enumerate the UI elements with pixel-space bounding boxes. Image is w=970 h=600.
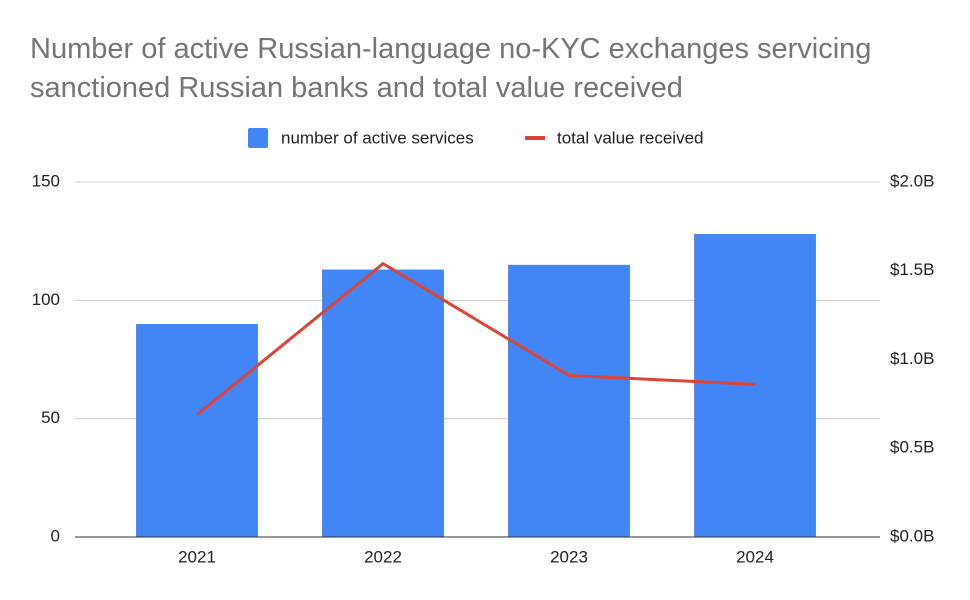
y2-tick-label: $1.5B — [890, 260, 934, 279]
y2-tick-label: $0.5B — [890, 438, 934, 457]
y-tick-label: 50 — [41, 408, 60, 427]
bar — [322, 269, 444, 537]
legend-label: number of active services — [281, 128, 474, 147]
y2-tick-label: $2.0B — [890, 171, 934, 190]
chart-title: Number of active Russian-language no-KYC… — [30, 33, 872, 104]
x-tick-label: 2022 — [364, 547, 402, 566]
y-tick-label: 100 — [32, 290, 60, 309]
bar — [136, 324, 258, 537]
x-tick-label: 2021 — [178, 547, 216, 566]
line — [196, 262, 756, 416]
y2-tick-label: $1.0B — [890, 349, 934, 368]
y2-tick-label: $0.0B — [890, 526, 934, 545]
bar — [508, 264, 630, 537]
y-tick-label: 0 — [51, 526, 60, 545]
legend-label: total value received — [557, 128, 703, 147]
bar — [694, 234, 816, 538]
x-tick-label: 2023 — [550, 547, 588, 566]
legend-swatch — [248, 128, 268, 148]
y-tick-label: 150 — [32, 171, 60, 190]
x-tick-label: 2024 — [736, 547, 774, 566]
